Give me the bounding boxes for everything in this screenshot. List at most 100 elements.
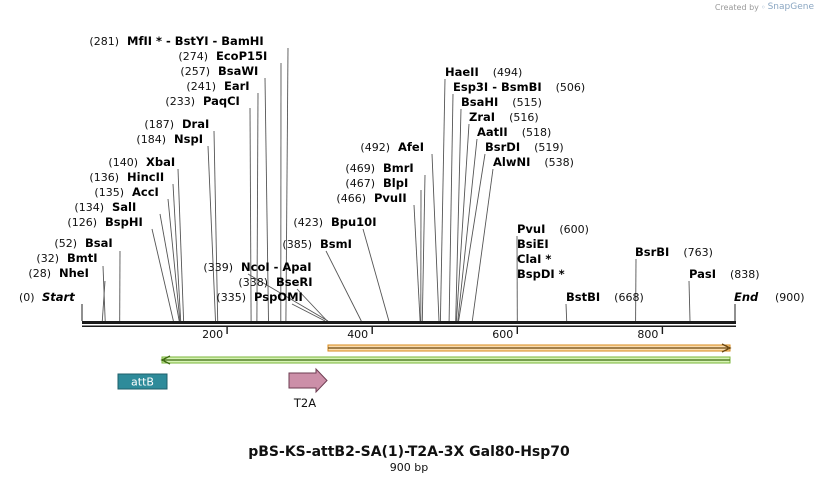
site-position: (518) (522, 126, 552, 139)
orf-forward[interactable] (327, 343, 732, 353)
site-position: (466) (336, 192, 366, 205)
site-mfii[interactable]: (281) MfII * - BstYI - BamHI (89, 34, 263, 48)
site-name: Esp3I - BsmBI (453, 80, 542, 94)
site-bmti[interactable]: (32) BmtI (36, 251, 97, 265)
snapgene-credit: Created by ◦ SnapGene (715, 2, 814, 12)
site-position: (136) (89, 171, 119, 184)
site-pvui[interactable]: PvuI (600) (517, 222, 589, 236)
site-bseri[interactable]: (338) BseRI (238, 275, 312, 289)
orf-reverse[interactable] (160, 355, 731, 365)
site-line (421, 174, 426, 322)
site-position: (257) (180, 65, 210, 78)
site-position: (763) (683, 246, 713, 259)
site-position: (274) (178, 50, 208, 63)
feature-T2A[interactable]: T2A (288, 367, 328, 410)
site-blpi[interactable]: (467) BlpI (345, 176, 408, 190)
site-pspomi[interactable]: (335) PspOMI (216, 290, 302, 304)
site-name: BmrI (383, 161, 414, 175)
site-bsawi[interactable]: (257) BsaWI (180, 64, 258, 78)
site-drai[interactable]: (187) DraI (144, 117, 209, 131)
site-bsiei[interactable]: BsiEI (517, 237, 549, 251)
site-pvuii[interactable]: (466) PvuII (336, 191, 406, 205)
site-name: BsaI (85, 236, 113, 250)
site-position: (338) (238, 276, 268, 289)
site-line (296, 288, 328, 322)
site-name: SalI (112, 200, 136, 214)
site-line (102, 265, 106, 322)
site-alwni[interactable]: AlwNI (538) (493, 155, 574, 169)
sequence-title: pBS-KS-attB2-SA(1)-T2A-3X Gal80-Hsp70 (248, 444, 570, 460)
site-zrai[interactable]: ZraI (516) (469, 110, 539, 124)
T2A-arrow (288, 367, 328, 394)
site-clai[interactable]: ClaI * (517, 252, 551, 266)
site-bsrdi[interactable]: BsrDI (519) (485, 140, 564, 154)
site-line (101, 280, 106, 322)
site-bsahi[interactable]: BsaHI (515) (461, 95, 542, 109)
site-esp3i[interactable]: Esp3I - BsmBI (506) (453, 80, 585, 94)
site-bsrbi[interactable]: BsrBI (763) (635, 245, 713, 259)
site-bsai[interactable]: (52) BsaI (54, 236, 112, 250)
site-position: (600) (559, 223, 589, 236)
site-bmri[interactable]: (469) BmrI (345, 161, 413, 175)
site-acci[interactable]: (135) AccI (94, 185, 158, 199)
site-lines (101, 47, 691, 322)
site-hincii[interactable]: (136) HincII (89, 170, 164, 184)
site-bsmi[interactable]: (385) BsmI (282, 237, 351, 251)
ruler-tick-label: 800 (637, 328, 658, 341)
site-aatii[interactable]: AatII (518) (477, 125, 551, 139)
site-position: (335) (216, 291, 246, 304)
site-name: BsmI (320, 237, 352, 251)
feature-attB[interactable]: attB (117, 373, 168, 390)
snapgene-logo-icon: ◦ (760, 2, 766, 12)
site-name: BsaWI (218, 64, 258, 78)
site-name: PvuII (374, 191, 407, 205)
site-haeii[interactable]: HaeII (494) (445, 65, 522, 79)
site-line (439, 78, 446, 322)
end-position: (900) (775, 291, 805, 304)
site-position: (241) (186, 80, 216, 93)
site-bpu10i[interactable]: (423) Bpu10I (293, 215, 376, 229)
site-name: PaqCI (203, 94, 240, 108)
site-line (458, 153, 486, 322)
site-afei[interactable]: (492) AfeI (360, 140, 424, 154)
backbone-bottom (82, 325, 736, 327)
site-xbai[interactable]: (140) XbaI (108, 155, 175, 169)
site-nspi[interactable]: (184) NspI (136, 132, 203, 146)
site-position: (135) (94, 186, 124, 199)
site-name: BmtI (67, 251, 98, 265)
site-position: (467) (345, 177, 375, 190)
site-line (448, 93, 454, 322)
site-eari[interactable]: (241) EarI (186, 79, 249, 93)
site-name: DraI (182, 117, 209, 131)
site-bsphi[interactable]: (126) BspHI (67, 215, 142, 229)
site-labels: (28) NheI(32) BmtI(52) BsaI (126) BspHI(134) S… (28, 34, 759, 304)
site-name: ClaI * (517, 252, 551, 266)
site-pasi[interactable]: PasI (838) (689, 267, 760, 281)
attB-label: attB (131, 376, 154, 389)
site-position: (385) (282, 238, 312, 251)
site-name: BsrDI (485, 140, 520, 154)
credit-brand: SnapGene (767, 2, 814, 12)
site-sali[interactable]: (134) SalI (74, 200, 136, 214)
site-name: BsiEI (517, 237, 549, 251)
sequence-length: 900 bp (389, 461, 429, 474)
attB-box (117, 373, 168, 390)
site-name: BspDI * (517, 267, 565, 281)
site-position: (469) (345, 162, 375, 175)
site-line (285, 47, 289, 322)
site-name: AccI (132, 185, 159, 199)
site-line (249, 107, 252, 322)
site-bspdi[interactable]: BspDI * (517, 267, 565, 281)
site-paqci[interactable]: (233) PaqCI (165, 94, 239, 108)
site-ecop15i[interactable]: (274) EcoP15I (178, 49, 267, 63)
site-position: (494) (493, 66, 523, 79)
site-ncoi[interactable]: (339) NcoI - ApaI (203, 260, 311, 274)
site-position: (516) (509, 111, 539, 124)
site-name: BspHI (105, 215, 143, 229)
ruler-tick-label: 600 (492, 328, 513, 341)
site-nhei[interactable]: (28) NheI (28, 266, 88, 280)
site-bstbi[interactable]: BstBI (668) (566, 290, 644, 304)
site-position: (492) (360, 141, 390, 154)
site-line (325, 250, 362, 322)
